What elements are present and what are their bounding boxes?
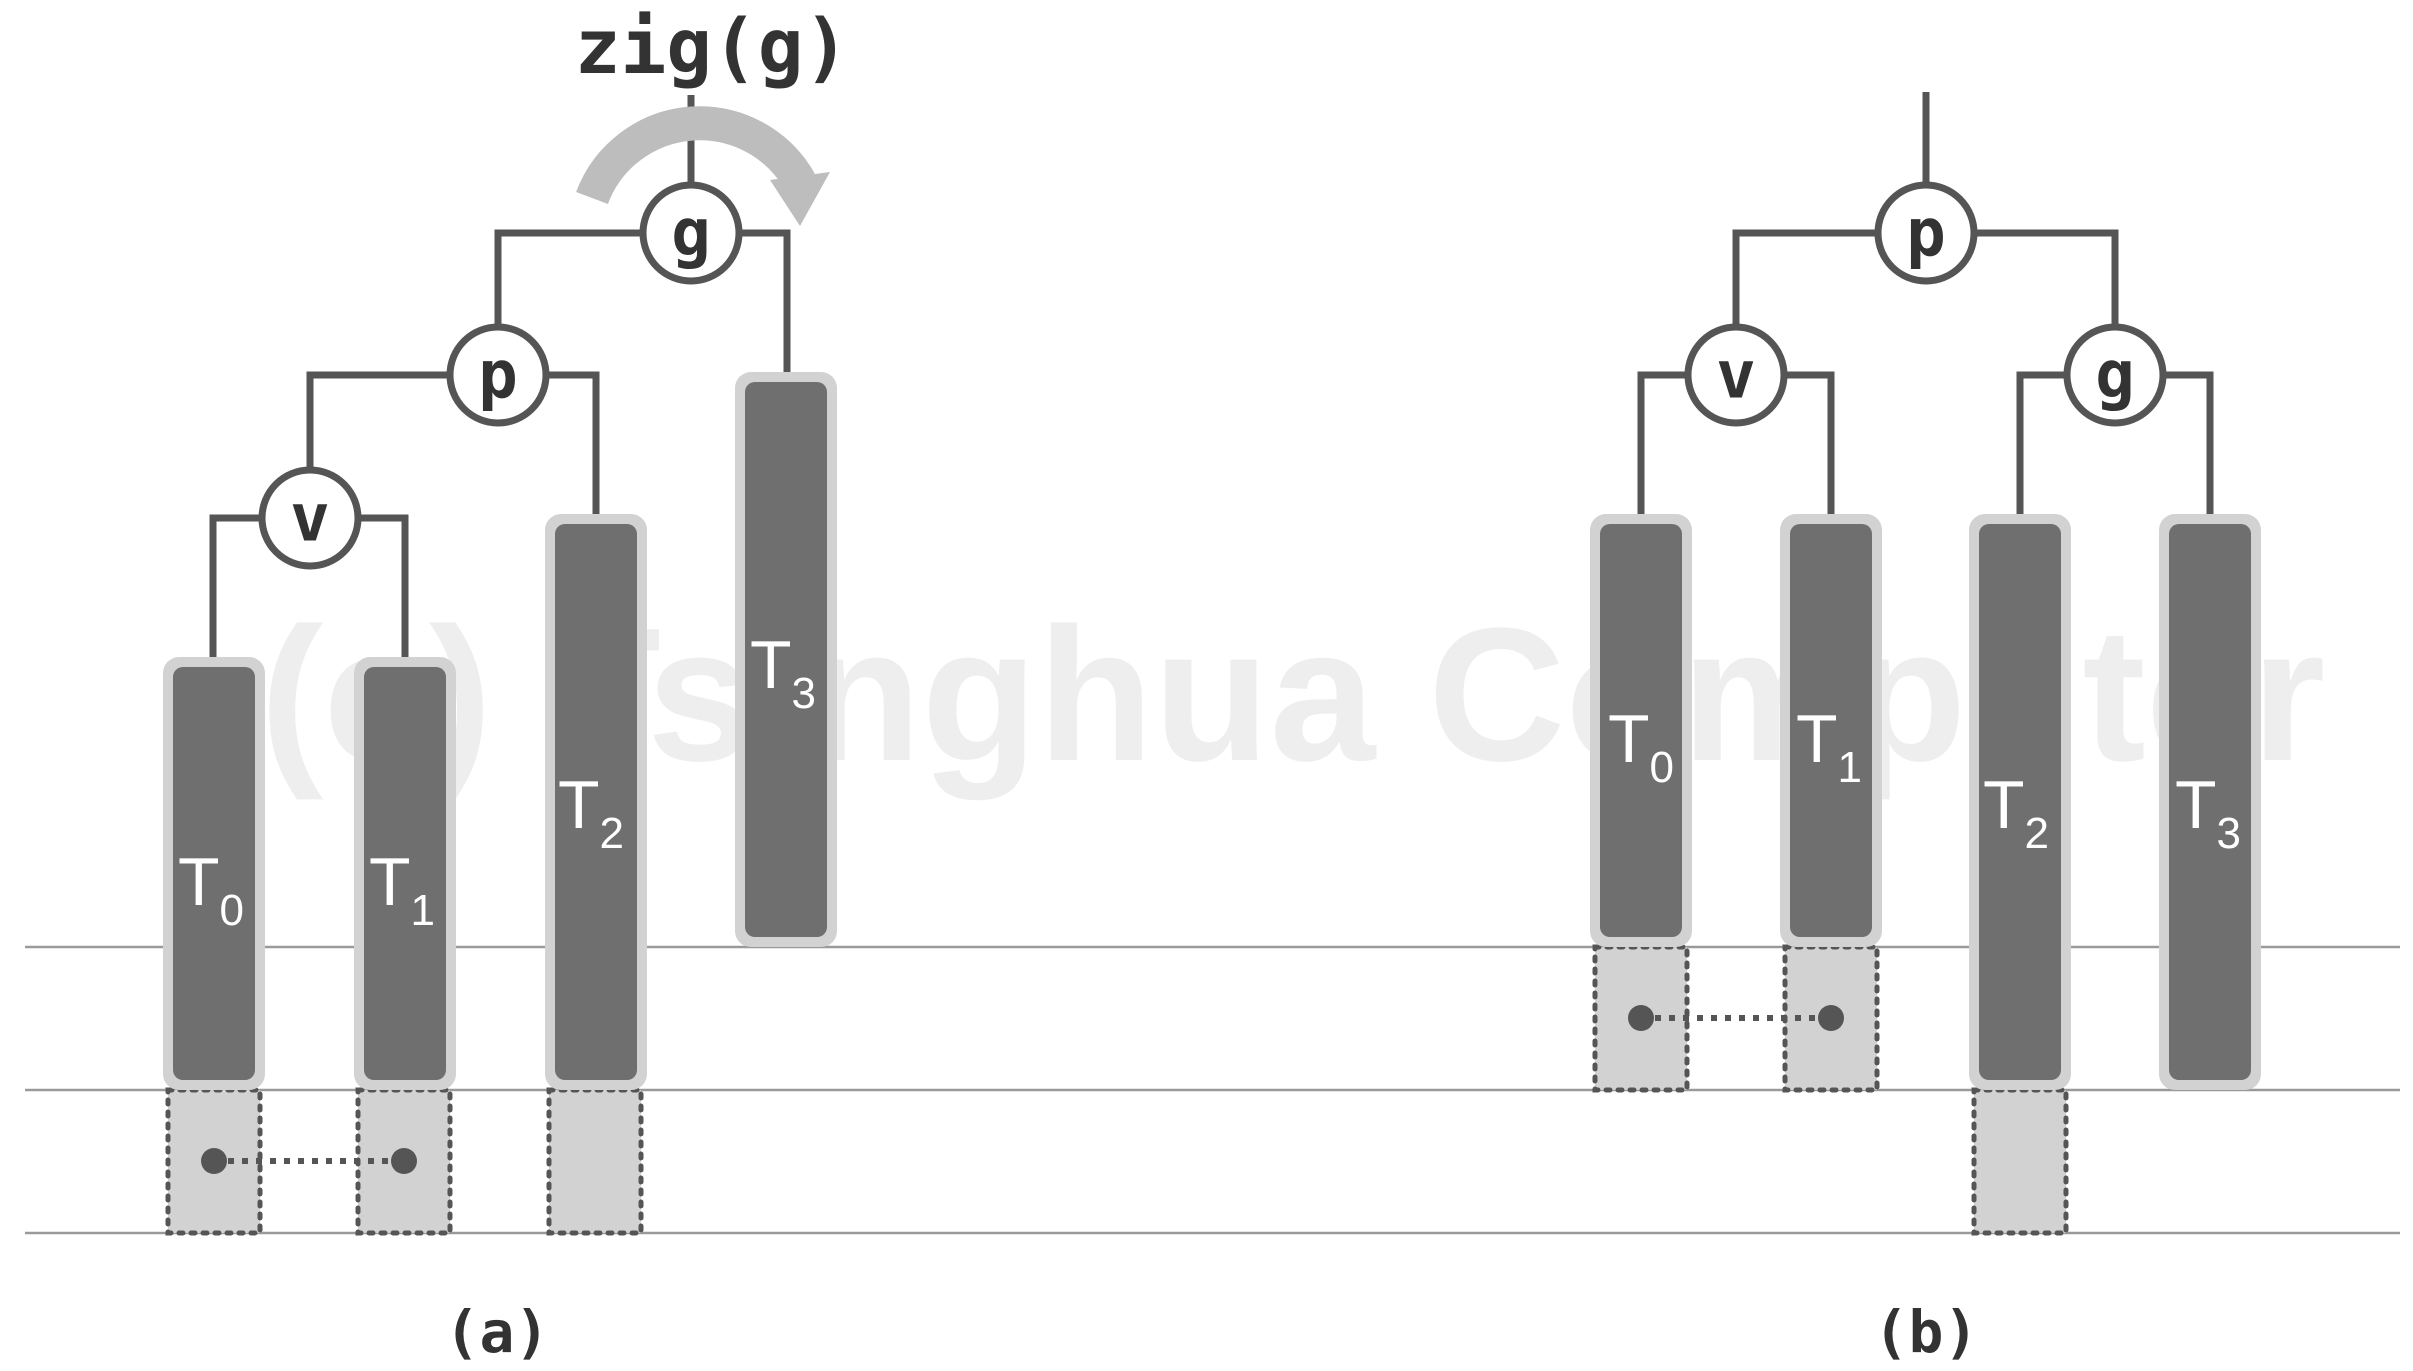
svg-text:T0: T0 [178,844,244,935]
subtree-label: T [1983,767,2025,843]
svg-text:T3: T3 [750,627,816,718]
link-dot-t0 [201,1148,227,1174]
extension-t2 [1971,1087,2069,1236]
node-label: p [1906,195,1946,272]
node-label: v [290,480,330,557]
caption-b: (b) [1874,1298,1979,1366]
subtree-label: T [558,767,600,843]
subtree-t2: T2 [545,514,647,1090]
svg-text:T3: T3 [2175,767,2241,858]
node-label: g [671,195,711,272]
subtree-t0: T0 [1590,514,1692,947]
subtree-subscript: 2 [2025,809,2049,858]
subtree-label: T [369,844,411,920]
subtree-subscript: 1 [1838,743,1862,792]
svg-text:T1: T1 [1796,701,1862,792]
node-p: p [446,323,550,427]
node-g: g [639,181,743,285]
link-dot-t1 [391,1148,417,1174]
svg-text:T2: T2 [1983,767,2049,858]
subtree-subscript: 0 [220,886,244,935]
diagram-b: T0 T1 T2 T3 p v g (b [1590,92,2261,1366]
svg-text:T0: T0 [1608,701,1674,792]
subtree-subscript: 1 [411,886,435,935]
subtree-subscript: 2 [600,809,624,858]
node-label: p [478,337,518,414]
subtree-label: T [1796,701,1838,777]
diagram-a: T0 T1 T2 T3 g p [163,2,849,1366]
extension-t2 [546,1087,644,1236]
node-v: v [1684,323,1788,427]
subtree-t2: T2 [1969,514,2071,1090]
subtree-label: T [750,627,792,703]
subtree-label: T [2175,767,2217,843]
subtree-t1: T1 [1780,514,1882,947]
subtree-label: T [178,844,220,920]
subtree-label: T [1608,701,1650,777]
subtree-t1: T1 [354,657,456,1090]
rotation-arrow-icon [576,106,830,226]
caption-a: (a) [445,1298,550,1366]
svg-text:T2: T2 [558,767,624,858]
subtree-subscript: 3 [792,669,816,718]
subtree-t3: T3 [2159,514,2261,1090]
subtree-t3: T3 [735,372,837,947]
node-g: g [2063,323,2167,427]
node-p: p [1874,181,1978,285]
node-v: v [258,466,362,570]
link-dot-t1 [1818,1005,1844,1031]
link-dot-t0 [1628,1005,1654,1031]
subtree-subscript: 3 [2217,809,2241,858]
node-label: v [1716,337,1756,414]
subtree-t0: T0 [163,657,265,1090]
operation-label: zig(g) [575,2,850,91]
subtree-subscript: 0 [1650,743,1674,792]
svg-text:T1: T1 [369,844,435,935]
node-label: g [2095,337,2135,414]
